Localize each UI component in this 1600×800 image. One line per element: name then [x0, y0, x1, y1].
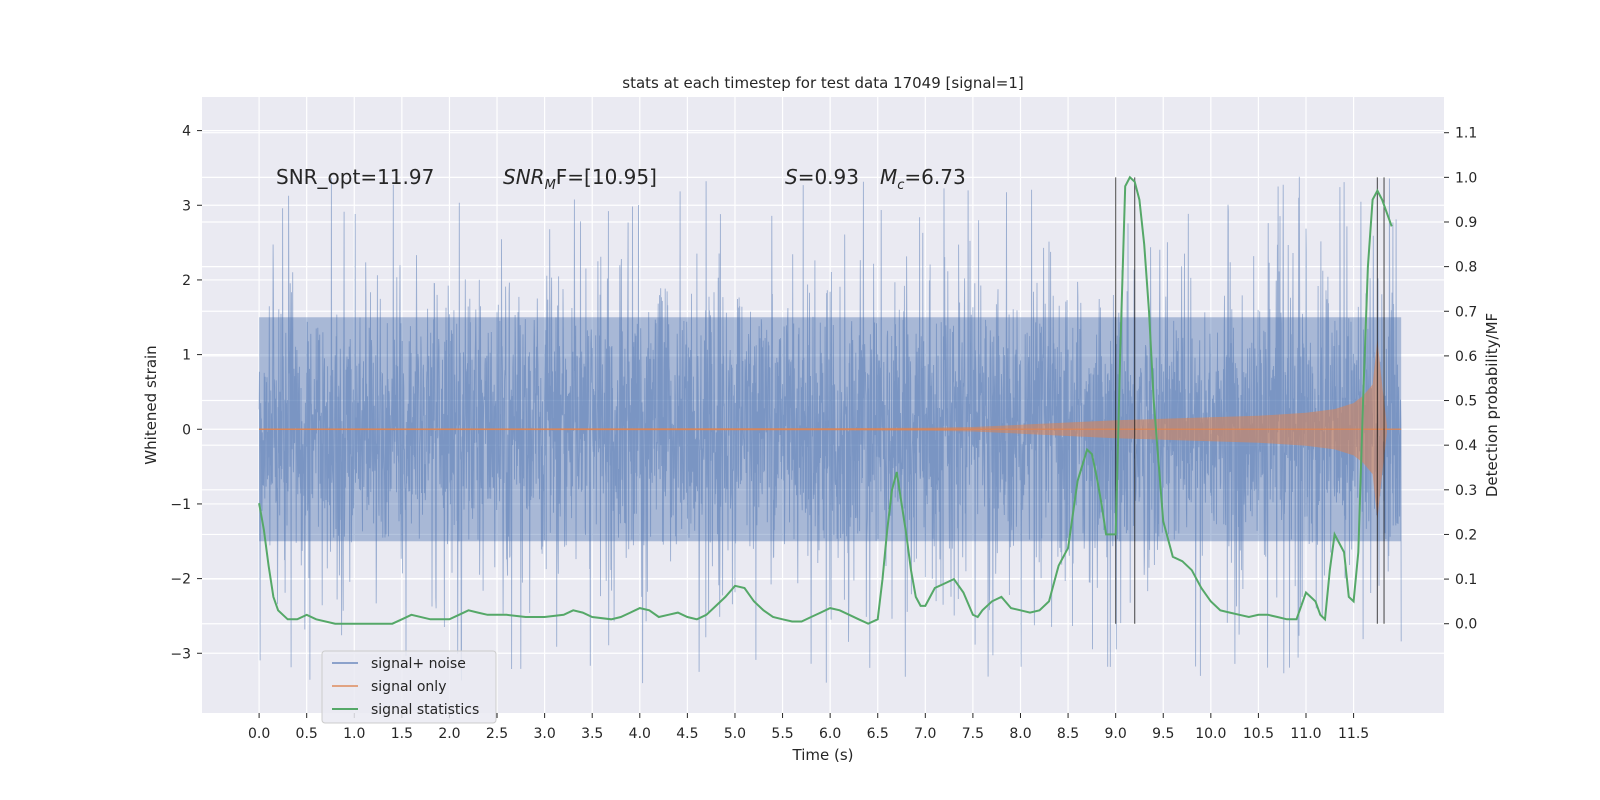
x-tick-label: 1.5 — [391, 726, 413, 742]
annotation-snr-mf: SNRMF=[10.95] — [503, 165, 657, 193]
signal-statistics-series — [258, 175, 1393, 625]
y-right-tick-label: 0.9 — [1455, 215, 1477, 231]
annotation-snr-opt: SNR_opt=11.97 — [276, 165, 434, 189]
chart-title: stats at each timestep for test data 170… — [622, 74, 1023, 92]
annotation-s: S=0.93 — [785, 165, 859, 189]
y-tick-label: 4 — [182, 124, 191, 140]
legend-box — [321, 650, 497, 724]
y-axis-right-ticks: 0.0 0.1 0.2 0.3 0.4 0.5 0.6 0.7 0.8 0.9 1.0 1.1 — [1444, 126, 1477, 633]
x-tick-label: 0.0 — [248, 726, 270, 742]
y-right-tick-label: 0.0 — [1455, 617, 1477, 633]
x-tick-label: 5.5 — [771, 726, 793, 742]
x-axis-ticks: 0.0 0.5 1.0 1.5 2.0 2.5 3.0 3.5 4.0 4.5 5.0 5.5 6.0 6… — [248, 713, 1369, 742]
signal-statistics-line — [258, 175, 1393, 625]
x-tick-label: 0.5 — [296, 726, 318, 742]
x-tick-label: 11.5 — [1338, 726, 1369, 742]
y-right-tick-label: 0.5 — [1455, 394, 1477, 410]
legend-label-signal-statistics: signal statistics — [371, 702, 479, 718]
x-tick-label: 8.0 — [1009, 726, 1031, 742]
y-axis-label: Whitened strain — [142, 345, 160, 464]
x-tick-label: 11.0 — [1290, 726, 1321, 742]
y-tick-label: −2 — [170, 572, 191, 588]
x-tick-label: 10.5 — [1243, 726, 1274, 742]
y-right-tick-label: 0.6 — [1455, 349, 1477, 365]
y-tick-label: −3 — [170, 646, 191, 662]
y-right-tick-label: 1.1 — [1455, 126, 1477, 142]
annotations: SNR_opt=11.97 SNRMF=[10.95] S=0.93 Mc=6.… — [276, 165, 966, 193]
legend: signal+ noise signal only signal statist… — [321, 650, 497, 724]
legend-label-signal-noise: signal+ noise — [371, 656, 466, 672]
annotation-mc-value: =6.73 — [904, 165, 965, 189]
y-tick-label: 3 — [182, 198, 191, 214]
y-tick-label: 2 — [182, 273, 191, 289]
x-tick-label: 4.0 — [629, 726, 651, 742]
x-tick-label: 2.0 — [438, 726, 460, 742]
y-tick-label: 0 — [182, 422, 191, 438]
legend-label-signal-only: signal only — [371, 679, 446, 695]
annotation-s-value: =0.93 — [798, 165, 859, 189]
annotation-snr-mf-sub: M — [545, 178, 556, 193]
y-right-tick-label: 0.8 — [1455, 260, 1477, 276]
y-axis-right-label: Detection probability/MF — [1483, 313, 1501, 497]
annotation-snr-mf-main: SNR — [503, 165, 545, 189]
annotation-s-main: S — [785, 165, 798, 189]
x-tick-label: 3.5 — [581, 726, 603, 742]
y-right-tick-label: 0.2 — [1455, 527, 1477, 543]
annotation-mc-sub: c — [897, 178, 904, 193]
x-tick-label: 6.0 — [819, 726, 841, 742]
x-axis-label: Time (s) — [792, 746, 854, 764]
x-tick-label: 9.0 — [1105, 726, 1127, 742]
x-tick-label: 2.5 — [486, 726, 508, 742]
annotation-snr-mf-value: F=[10.95] — [556, 165, 657, 189]
y-right-tick-label: 0.7 — [1455, 304, 1477, 320]
y-axis-ticks: −3 −2 −1 0 1 2 3 4 — [170, 124, 202, 662]
x-tick-label: 4.5 — [676, 726, 698, 742]
x-tick-label: 7.5 — [962, 726, 984, 742]
y-right-tick-label: 1.0 — [1455, 170, 1477, 186]
x-tick-label: 1.0 — [343, 726, 365, 742]
x-tick-label: 9.5 — [1152, 726, 1174, 742]
annotation-mc-main: M — [880, 165, 897, 189]
y-right-tick-label: 0.4 — [1455, 438, 1477, 454]
y-right-tick-label: 0.1 — [1455, 572, 1477, 588]
x-tick-label: 5.0 — [724, 726, 746, 742]
annotation-mc: Mc=6.73 — [880, 165, 966, 193]
signal-only-series — [259, 339, 1402, 519]
y-tick-label: 1 — [182, 348, 191, 364]
x-tick-label: 3.0 — [533, 726, 555, 742]
detection-vertical-lines — [1115, 177, 1385, 624]
y-right-tick-label: 0.3 — [1455, 483, 1477, 499]
x-tick-label: 6.5 — [867, 726, 889, 742]
x-tick-label: 8.5 — [1057, 726, 1079, 742]
x-tick-label: 7.0 — [914, 726, 936, 742]
y-tick-label: −1 — [170, 497, 191, 513]
x-tick-label: 10.0 — [1195, 726, 1226, 742]
